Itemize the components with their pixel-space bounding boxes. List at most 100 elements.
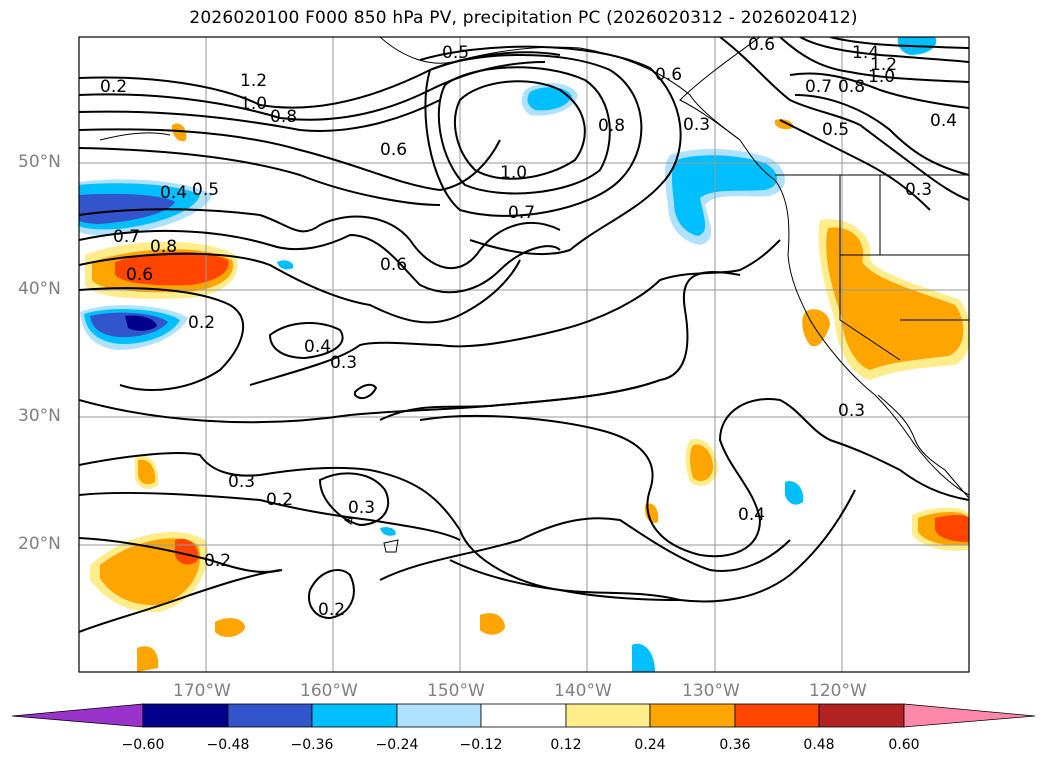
contour-line — [79, 128, 501, 192]
colorbar-segment — [649, 703, 736, 728]
contour-line — [789, 72, 969, 109]
contour-line — [829, 37, 969, 49]
contour-line — [79, 537, 283, 573]
contour-labels: 1.4 1.2 1.0 0.8 0.7 0.6 0.5 0.4 0.3 0.2 … — [100, 35, 957, 620]
colorbar-tick: −0.48 — [206, 737, 250, 753]
precip-area — [785, 481, 804, 505]
colorbar-tick: 0.48 — [803, 737, 835, 753]
precip-area — [826, 227, 964, 370]
contour-label: 1.4 — [852, 43, 879, 63]
precip-area — [672, 155, 778, 236]
contour-label: 1.0 — [240, 94, 267, 114]
contour-line — [799, 37, 969, 63]
contour-label: 1.0 — [500, 163, 527, 183]
lon-label-140w: 140°W — [554, 681, 612, 701]
contour-label: 0.4 — [738, 505, 765, 525]
contour-label: 0.6 — [748, 35, 775, 55]
lat-label-30n: 30°N — [18, 406, 61, 426]
colorbar-segment — [227, 703, 313, 728]
contour-line — [79, 287, 245, 391]
contour-line — [437, 66, 611, 195]
precip-area — [215, 618, 245, 637]
colorbar-tick: −0.24 — [375, 737, 419, 753]
colorbar-segment — [818, 703, 905, 728]
contour-line — [719, 37, 969, 201]
precip-area — [138, 459, 156, 485]
contour-line — [424, 54, 643, 217]
contour-line — [419, 45, 682, 256]
contour-line — [794, 94, 969, 176]
contour-line — [79, 208, 561, 269]
contour-line — [779, 119, 931, 211]
contour-line — [79, 51, 561, 109]
contour-line — [79, 147, 441, 206]
lon-label-170w: 170°W — [173, 681, 231, 701]
contour-label: 0.6 — [126, 265, 153, 285]
precip-area — [125, 315, 157, 331]
contour-label: 0.2 — [266, 490, 293, 510]
contour-label: 1.2 — [240, 71, 267, 91]
colorbar-tick: 0.12 — [550, 737, 582, 753]
contour-line — [79, 229, 561, 294]
contour-line — [79, 99, 441, 132]
precip-area — [935, 515, 969, 542]
contour-line — [79, 569, 281, 633]
colorbar — [11, 703, 1036, 728]
colorbar-tick: 0.24 — [634, 737, 666, 753]
contour-line — [79, 491, 461, 541]
contour-label: 0.2 — [204, 551, 231, 571]
precip-area — [775, 119, 794, 130]
colorbar-tick: −0.60 — [121, 737, 165, 753]
hawaii — [383, 539, 399, 553]
contour-label: 0.4 — [304, 337, 331, 357]
colorbar-tick: 0.60 — [888, 737, 920, 753]
contour-label: 0.3 — [348, 498, 375, 518]
contour-line — [779, 37, 969, 83]
contour-label: 0.4 — [930, 111, 957, 131]
graticule — [79, 37, 969, 672]
contour-line — [354, 383, 378, 399]
coastlines — [99, 37, 969, 553]
lon-label-160w: 160°W — [300, 681, 358, 701]
precip-area — [632, 643, 655, 672]
lon-label-150w: 150°W — [427, 681, 485, 701]
contour-label: 0.8 — [838, 77, 865, 97]
contour-label: 0.2 — [318, 600, 345, 620]
colorbar-tick: −0.12 — [459, 737, 503, 753]
contour-label: 0.6 — [655, 65, 682, 85]
contour-label: 0.4 — [160, 183, 187, 203]
precip-area — [172, 123, 187, 142]
pv-contours — [79, 37, 969, 633]
colorbar-tick: 0.36 — [719, 737, 751, 753]
contour-label: 0.6 — [380, 255, 407, 275]
contour-line — [249, 239, 781, 386]
contour-label: 0.5 — [442, 43, 469, 63]
precip-area — [79, 193, 175, 224]
contour-label: 0.3 — [838, 401, 865, 421]
contour-label: 0.7 — [113, 227, 140, 247]
contour-label: 0.8 — [598, 116, 625, 136]
contour-label: 1.0 — [868, 67, 895, 87]
contour-line — [379, 379, 661, 421]
contour-line — [449, 489, 856, 603]
lat-label-50n: 50°N — [18, 152, 61, 172]
precip-area — [115, 251, 229, 286]
contour-label: 0.5 — [192, 180, 219, 200]
precip-area — [690, 444, 714, 482]
contour-label: 0.5 — [822, 120, 849, 140]
lat-label-40n: 40°N — [18, 279, 61, 299]
precip-area — [277, 260, 294, 270]
lat-label-20n: 20°N — [18, 534, 61, 554]
contour-label: 0.7 — [508, 203, 535, 223]
contour-line — [379, 517, 791, 581]
map-title: 2026020100 F000 850 hPa PV, precipitatio… — [189, 8, 858, 28]
baja-coast — [877, 394, 969, 499]
contour-line — [308, 569, 355, 620]
colorbar-segment — [142, 703, 229, 728]
colorbar-segment — [565, 703, 651, 728]
colorbar-segment — [734, 703, 820, 728]
contour-label: 0.2 — [188, 313, 215, 333]
alaska-coast — [379, 37, 741, 141]
plot-frame — [78, 36, 970, 673]
